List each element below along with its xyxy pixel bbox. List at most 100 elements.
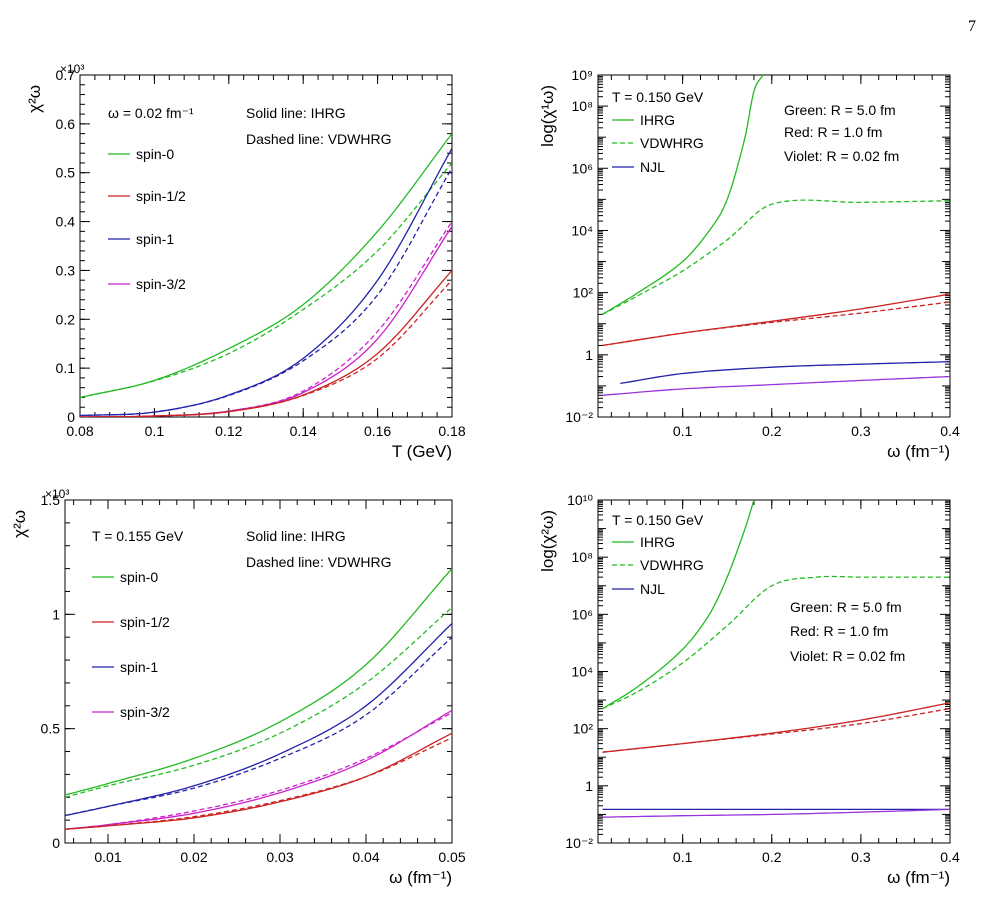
- annotation: Dashed line: VDWHRG: [246, 554, 392, 570]
- legend-label: VDWHRG: [640, 557, 704, 573]
- series-line: [602, 375, 950, 396]
- x-tick-label: 0.12: [215, 423, 242, 439]
- y-tick-label: 1: [52, 606, 60, 622]
- legend-label: spin-1: [136, 231, 174, 247]
- y-tick-label: 0.7: [56, 67, 76, 83]
- series-line-spin-1-2: [80, 269, 452, 417]
- annotation: Violet: R = 0.02 fm: [790, 648, 905, 664]
- series-line-spin-1: [80, 147, 452, 417]
- series-line-ihrg: [602, 500, 755, 710]
- annotation: Dashed line: VDWHRG: [246, 131, 392, 147]
- x-tick-label: 0.2: [762, 849, 782, 865]
- series-line-spin-1-2: [65, 732, 452, 830]
- y-exponent: ×10³: [60, 62, 84, 76]
- annotation: Red: R = 1.0 fm: [784, 124, 882, 140]
- plot-frame: [597, 499, 951, 844]
- annotation: Green: R = 5.0 fm: [790, 599, 902, 615]
- y-tick-label: 0.3: [56, 262, 76, 278]
- annotation: T = 0.155 GeV: [92, 528, 184, 544]
- series-line-spin-1-2: [65, 737, 452, 830]
- annotation: Solid line: IHRG: [246, 105, 346, 121]
- x-tick-label: 0.3: [851, 849, 871, 865]
- y-tick-label: 0.4: [56, 214, 76, 230]
- y-tick-label: 0.2: [56, 311, 76, 327]
- series-line: [602, 808, 950, 818]
- legend-label: IHRG: [640, 534, 675, 550]
- page-number: 7: [968, 18, 976, 35]
- series-line-spin-1-2: [80, 279, 452, 417]
- legend-label: spin-3/2: [120, 704, 170, 720]
- y-tick-label: 0.6: [56, 116, 76, 132]
- chart-bottom-right: 0.1 0.2 0.3 0.4 10⁻² 1 10² 10⁴ 10⁶ 10⁸ 10¹⁰ ω (fm⁻¹…: [538, 492, 960, 887]
- y-axis-label: log(χ²ω): [538, 510, 557, 572]
- y-tick-label: 10⁻²: [565, 409, 593, 425]
- legend-label: spin-1/2: [136, 188, 186, 204]
- y-axis-label: log(χ¹ω): [538, 85, 557, 147]
- y-axis-label: χ²ω: [10, 510, 29, 538]
- chart-top-left: 0.08 0.1 0.12 0.14 0.16 0.18 0 0.1 0.2 0.3 0.4 0.5 0…: [25, 62, 466, 461]
- series-line-ihrg: [602, 75, 764, 315]
- series-line-njl: [620, 361, 950, 385]
- y-tick-label: 10⁴: [571, 222, 593, 238]
- plot-frame: [597, 74, 951, 418]
- y-tick-label: 0: [52, 835, 60, 851]
- series-line-spin-3-2: [65, 709, 452, 830]
- x-tick-label: 0.2: [762, 423, 782, 439]
- legend-label: spin-1/2: [120, 614, 170, 630]
- x-tick-label: 0.18: [438, 423, 465, 439]
- x-tick-label: 0.03: [266, 849, 293, 865]
- plot-frame: [79, 74, 453, 418]
- y-tick-label: 10⁻²: [565, 835, 593, 851]
- y-tick-label: 10¹⁰: [567, 492, 593, 508]
- legend-label: spin-3/2: [136, 276, 186, 292]
- legend-label: IHRG: [640, 112, 675, 128]
- y-tick-label: 10⁴: [571, 664, 593, 680]
- y-tick-label: 10²: [573, 721, 594, 737]
- x-axis-label: ω (fm⁻¹): [389, 868, 452, 887]
- series-line-spin-0: [65, 568, 452, 796]
- y-tick-label: 10⁶: [572, 160, 593, 176]
- series-line: [602, 293, 950, 347]
- series-line-vdwhrg: [602, 199, 950, 315]
- x-tick-label: 0.4: [940, 423, 960, 439]
- series-line: [602, 301, 950, 347]
- legend-label: spin-1: [120, 659, 158, 675]
- series-line-spin-1: [80, 167, 452, 417]
- series-group: [602, 75, 950, 396]
- x-tick-label: 0.02: [180, 849, 207, 865]
- y-tick-label: 1.5: [41, 492, 61, 508]
- x-tick-label: 0.1: [673, 849, 693, 865]
- x-tick-label: 0.1: [145, 423, 165, 439]
- y-exponent: ×10³: [45, 487, 69, 501]
- x-tick-label: 0.08: [66, 423, 93, 439]
- annotation: Violet: R = 0.02 fm: [784, 148, 899, 164]
- y-tick-label: 0.5: [41, 721, 61, 737]
- chart-bottom-left: 0.01 0.02 0.03 0.04 0.05 0 0.5 1 1.5×10³ ω (fm⁻¹)…: [10, 487, 466, 887]
- x-axis-label: T (GeV): [392, 442, 452, 461]
- series-group: [602, 500, 950, 818]
- annotation: Green: R = 5.0 fm: [784, 102, 896, 118]
- series-group: [65, 568, 452, 830]
- series-line-spin-0: [80, 162, 452, 399]
- series-line-spin-3-2: [80, 221, 452, 417]
- legend-label: NJL: [640, 159, 665, 175]
- y-tick-label: 0.5: [56, 165, 76, 181]
- x-tick-label: 0.05: [438, 849, 465, 865]
- series-line-vdwhrg: [602, 575, 950, 710]
- annotation: T = 0.150 GeV: [612, 512, 704, 528]
- y-tick-label: 10⁹: [571, 67, 593, 83]
- x-tick-label: 0.14: [290, 423, 317, 439]
- y-tick-label: 10⁶: [572, 606, 593, 622]
- x-tick-label: 0.3: [851, 423, 871, 439]
- legend-label: VDWHRG: [640, 135, 704, 151]
- legend-label: spin-0: [136, 146, 174, 162]
- x-axis-label: ω (fm⁻¹): [887, 442, 950, 461]
- y-tick-label: 0.1: [56, 360, 76, 376]
- series-line: [602, 702, 950, 753]
- series-line-spin-3-2: [65, 712, 452, 830]
- y-tick-label: 10²: [573, 285, 594, 301]
- annotation: ω = 0.02 fm⁻¹: [108, 105, 194, 121]
- x-axis-label: ω (fm⁻¹): [887, 868, 950, 887]
- legend-label: spin-0: [120, 569, 158, 585]
